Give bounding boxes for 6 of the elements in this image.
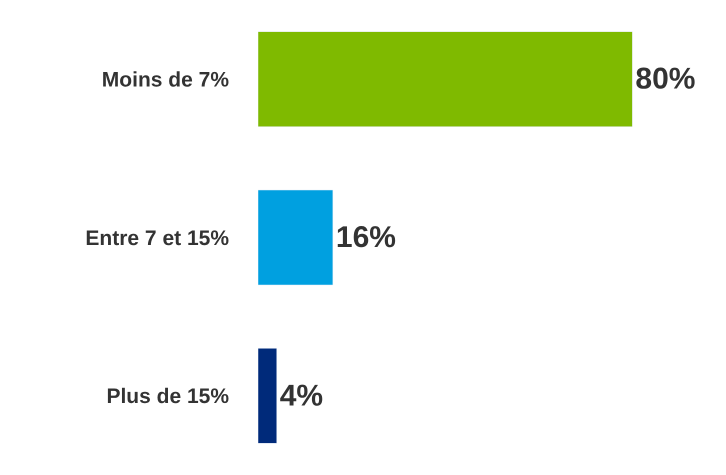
y-tick-label: Moins de 7% bbox=[102, 68, 230, 92]
data-label: 4% bbox=[280, 379, 324, 412]
data-label: 80% bbox=[635, 62, 696, 96]
y-tick-label: Plus de 15% bbox=[106, 385, 230, 408]
data-label: 16% bbox=[336, 221, 396, 254]
y-tick-label: Entre 7 et 15% bbox=[85, 226, 230, 250]
